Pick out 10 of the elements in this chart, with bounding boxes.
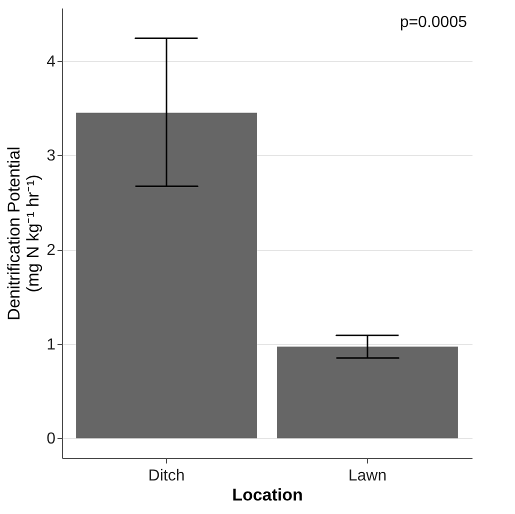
annotation: p=0.0005: [400, 14, 468, 31]
x-axis-title: Location: [232, 486, 303, 504]
y-axis-title: Denitrification Potential (mg N kg⁻¹ hr⁻¹): [4, 146, 43, 320]
y-tick-label: 4: [46, 53, 56, 70]
y-tick-label: 2: [46, 242, 56, 260]
x-tick-label: Ditch: [148, 468, 185, 484]
y-tick-label: 0: [46, 430, 56, 448]
y-tick-label: 3: [46, 148, 56, 165]
x-tick-label: Lawn: [348, 468, 387, 484]
y-tick-label: 1: [46, 336, 56, 354]
